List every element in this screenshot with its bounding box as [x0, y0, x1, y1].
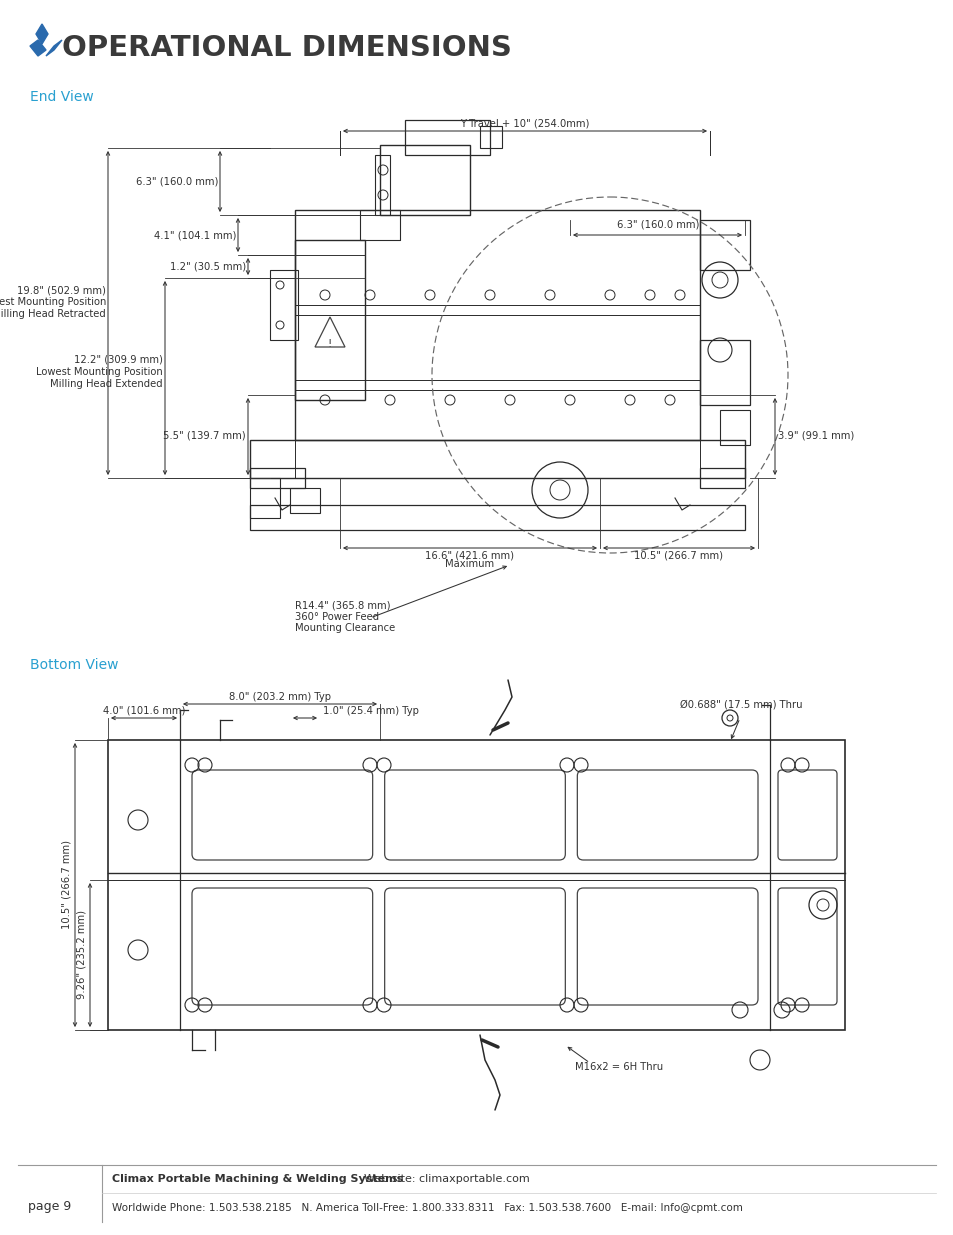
- Polygon shape: [36, 23, 48, 44]
- Text: 16.6" (421.6 mm): 16.6" (421.6 mm): [425, 550, 514, 559]
- Bar: [700, 220, 749, 270]
- Text: Milling Head Retracted: Milling Head Retracted: [0, 309, 106, 319]
- Text: Bottom View: Bottom View: [30, 658, 118, 672]
- Text: Web site: climaxportable.com: Web site: climaxportable.com: [356, 1174, 529, 1184]
- Bar: [359, 210, 399, 240]
- Text: 4.1" (104.1 mm): 4.1" (104.1 mm): [153, 230, 235, 240]
- Text: 9.26" (235.2 mm): 9.26" (235.2 mm): [77, 910, 87, 999]
- Text: 12.2" (309.9 mm): 12.2" (309.9 mm): [74, 354, 163, 366]
- Text: R14.4" (365.8 mm): R14.4" (365.8 mm): [294, 601, 390, 611]
- Bar: [720, 410, 749, 445]
- Text: Lowest Mounting Position: Lowest Mounting Position: [36, 367, 163, 377]
- Bar: [700, 468, 744, 488]
- Text: page 9: page 9: [28, 1200, 71, 1214]
- Text: 6.3" (160.0 mm): 6.3" (160.0 mm): [617, 219, 699, 228]
- Bar: [359, 215, 399, 240]
- Text: Ø0.688" (17.5 mm) Thru: Ø0.688" (17.5 mm) Thru: [679, 700, 801, 710]
- Text: End View: End View: [30, 90, 93, 104]
- Text: Mounting Clearance: Mounting Clearance: [294, 622, 395, 634]
- Bar: [250, 468, 305, 488]
- Text: 10.5" (266.7 mm): 10.5" (266.7 mm): [62, 841, 71, 930]
- Text: Worldwide Phone: 1.503.538.2185   N. America Toll-Free: 1.800.333.8311   Fax: 1.: Worldwide Phone: 1.503.538.2185 N. Ameri…: [112, 1203, 742, 1213]
- Text: Climax Portable Machining & Welding Systems: Climax Portable Machining & Welding Syst…: [112, 1174, 403, 1184]
- Text: 6.3" (160.0 mm): 6.3" (160.0 mm): [135, 177, 218, 186]
- Bar: [405, 120, 490, 156]
- Text: 8.0" (203.2 mm) Typ: 8.0" (203.2 mm) Typ: [229, 692, 331, 701]
- Text: 19.8" (502.9 mm): 19.8" (502.9 mm): [17, 285, 106, 295]
- Bar: [250, 505, 744, 530]
- Bar: [479, 126, 501, 148]
- Polygon shape: [30, 40, 46, 56]
- Bar: [294, 210, 700, 440]
- Bar: [108, 740, 844, 1030]
- Text: Milling Head Extended: Milling Head Extended: [51, 379, 163, 389]
- Polygon shape: [46, 40, 62, 56]
- Bar: [290, 488, 319, 513]
- Text: !: !: [328, 338, 332, 350]
- Bar: [375, 156, 390, 215]
- Text: Highest Mounting Position: Highest Mounting Position: [0, 296, 106, 308]
- Text: M16x2 = 6H Thru: M16x2 = 6H Thru: [575, 1062, 662, 1072]
- Bar: [250, 440, 744, 478]
- Bar: [294, 240, 365, 400]
- Text: OPERATIONAL DIMENSIONS: OPERATIONAL DIMENSIONS: [62, 35, 512, 62]
- Text: Maximum: Maximum: [445, 559, 494, 569]
- Text: 4.0" (101.6 mm): 4.0" (101.6 mm): [103, 706, 185, 716]
- Text: 1.0" (25.4 mm) Typ: 1.0" (25.4 mm) Typ: [323, 706, 418, 716]
- Text: 3.9" (99.1 mm): 3.9" (99.1 mm): [778, 431, 853, 441]
- Bar: [379, 144, 470, 215]
- Bar: [700, 340, 749, 405]
- Text: 5.5" (139.7 mm): 5.5" (139.7 mm): [163, 431, 246, 441]
- Text: 10.5" (266.7 mm): 10.5" (266.7 mm): [634, 550, 722, 559]
- Text: 1.2" (30.5 mm): 1.2" (30.5 mm): [170, 261, 246, 270]
- Bar: [250, 478, 280, 517]
- Bar: [270, 270, 297, 340]
- Text: Y Travel + 10" (254.0mm): Y Travel + 10" (254.0mm): [460, 119, 589, 128]
- Text: 360° Power Feed: 360° Power Feed: [294, 613, 378, 622]
